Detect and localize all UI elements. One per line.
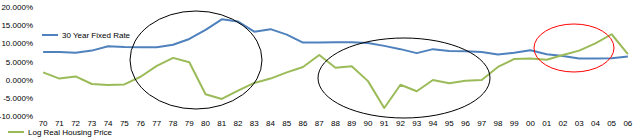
x-tick-label: 93: [412, 119, 421, 128]
y-tick-label: 20.000%: [1, 3, 33, 12]
legend-swatch: [42, 34, 58, 36]
x-tick-label: 92: [396, 119, 405, 128]
tick-mark: [33, 43, 35, 44]
legend-swatch: [8, 131, 24, 133]
x-tick-label: 77: [152, 119, 161, 128]
legend-label: 30 Year Fixed Rate: [62, 31, 131, 40]
x-tick-label: 76: [136, 119, 145, 128]
chart: -10.000% -5.000% 0.000% 5.000% 10.000% 15.000…: [0, 0, 640, 139]
x-tick-label: 80: [201, 119, 210, 128]
x-tick-label: 72: [71, 119, 80, 128]
tick-mark: [33, 61, 35, 62]
x-tick-label: 05: [607, 119, 616, 128]
y-tick-label: 0.000%: [6, 76, 33, 85]
x-tick-label: 96: [461, 119, 470, 128]
x-tick-label: 87: [315, 119, 324, 128]
y-tick-label: 5.000%: [6, 58, 33, 67]
tick-mark: [33, 25, 35, 26]
x-tick-label: 79: [185, 119, 194, 128]
x-tick-label: 99: [510, 119, 519, 128]
x-tick-label: 06: [623, 119, 632, 128]
annotation-ellipse: [318, 38, 490, 118]
x-tick-label: 78: [169, 119, 178, 128]
x-tick-label: 86: [299, 119, 308, 128]
x-tick-label: 75: [120, 119, 129, 128]
x-tick-label: 90: [364, 119, 373, 128]
tick-mark: [33, 97, 35, 98]
x-tick-label: 98: [493, 119, 502, 128]
y-tick-label: -5.000%: [3, 94, 33, 103]
x-tick-label: 95: [445, 119, 454, 128]
x-tick-label: 85: [282, 119, 291, 128]
x-tick-label: 01: [542, 119, 551, 128]
x-tick-label: 74: [104, 119, 113, 128]
annotation-ellipse: [534, 24, 614, 72]
x-tick-label: 89: [347, 119, 356, 128]
y-tick-label: 10.000%: [1, 39, 33, 48]
x-tick-label: 82: [234, 119, 243, 128]
tick-mark: [33, 7, 35, 8]
x-tick-label: 73: [87, 119, 96, 128]
x-tick-label: 83: [250, 119, 259, 128]
x-tick-label: 71: [55, 119, 64, 128]
legend-label: Log Real Housing Price: [28, 128, 113, 137]
tick-mark: [33, 79, 35, 80]
x-tick-label: 02: [558, 119, 567, 128]
x-tick-label: 70: [39, 119, 48, 128]
x-tick-label: 81: [217, 119, 226, 128]
x-tick-label: 04: [591, 119, 600, 128]
annotation-ellipse: [130, 11, 262, 109]
x-tick-label: 03: [575, 119, 584, 128]
tick-mark: [33, 116, 35, 117]
x-tick-label: 97: [477, 119, 486, 128]
y-tick-label: 15.000%: [1, 21, 33, 30]
series-line: [43, 34, 628, 108]
x-tick-label: 00: [526, 119, 535, 128]
plot-area: [43, 19, 628, 108]
x-tick-label: 88: [331, 119, 340, 128]
x-tick-label: 84: [266, 119, 275, 128]
x-tick-label: 94: [429, 119, 438, 128]
x-tick-label: 91: [380, 119, 389, 128]
y-tick-label: -10.000%: [0, 112, 33, 121]
